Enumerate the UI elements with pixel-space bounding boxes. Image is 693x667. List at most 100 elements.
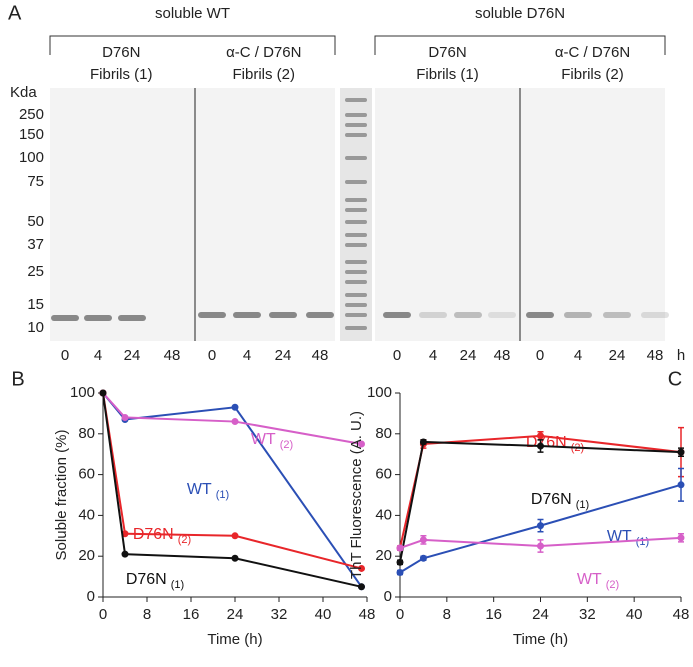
marker-band	[345, 313, 367, 317]
marker-band	[345, 270, 367, 274]
y-tick-label: 80	[375, 425, 392, 442]
data-point	[231, 403, 239, 411]
data-point	[396, 558, 404, 566]
lane-title: D76N	[428, 44, 466, 61]
marker-band	[345, 113, 367, 117]
kda-tick: 25	[27, 263, 44, 280]
kda-tick: 50	[27, 213, 44, 230]
marker-band	[345, 220, 367, 224]
marker-band	[345, 123, 367, 127]
data-point	[396, 569, 404, 577]
series-line	[399, 434, 682, 549]
data-point	[358, 440, 365, 448]
data-point	[231, 532, 239, 540]
time-label: 0	[208, 347, 216, 364]
protein-band	[383, 312, 411, 318]
lane-title: D76N	[102, 44, 140, 61]
series-label: WT (2)	[251, 431, 293, 451]
time-label: 48	[164, 347, 181, 364]
data-point	[537, 432, 544, 440]
time-label: 0	[536, 347, 544, 364]
kda-tick: 37	[27, 236, 44, 253]
x-tick-label: 8	[143, 606, 151, 623]
series-name: D76N	[133, 526, 174, 543]
series-label: D76N (2)	[526, 434, 584, 454]
data-point	[537, 442, 544, 450]
x-tick-label: 16	[183, 606, 200, 623]
kda-label: Kda	[10, 84, 37, 101]
marker-band	[345, 180, 367, 184]
data-point	[537, 542, 544, 550]
time-label: 4	[574, 347, 582, 364]
time-label: 24	[275, 347, 292, 364]
data-point	[121, 413, 129, 421]
marker-band	[345, 98, 367, 102]
panel-label: C	[668, 368, 682, 390]
data-point	[396, 544, 404, 552]
y-tick-label: 0	[384, 588, 392, 605]
protein-band	[51, 315, 79, 321]
data-point	[231, 554, 239, 562]
series-sub: (2)	[178, 534, 191, 546]
data-point	[677, 534, 685, 542]
marker-band	[345, 243, 367, 247]
data-point	[537, 522, 544, 530]
protein-band	[269, 312, 297, 318]
series-name: WT	[251, 431, 276, 448]
kda-tick: 10	[27, 319, 44, 336]
data-point	[358, 564, 365, 572]
time-label: 24	[124, 347, 141, 364]
series-label: D76N (1)	[126, 571, 184, 591]
lane-title: Fibrils (2)	[233, 66, 296, 83]
x-tick-label: 32	[579, 606, 596, 623]
x-tick-label: 24	[227, 606, 244, 623]
y-tick-label: 80	[78, 425, 95, 442]
x-tick-label: 8	[443, 606, 451, 623]
group-title: soluble WT	[155, 5, 230, 22]
marker-band	[345, 233, 367, 237]
group-bracket	[49, 35, 336, 55]
lane-title: α-C / D76N	[226, 44, 301, 61]
protein-band	[488, 312, 516, 318]
marker-band	[345, 133, 367, 137]
marker-band	[345, 293, 367, 297]
marker-band	[345, 198, 367, 202]
series-label: WT (2)	[577, 571, 619, 591]
series-label: WT (1)	[187, 481, 229, 501]
series-name: D76N	[126, 571, 167, 588]
y-tick-label: 20	[375, 547, 392, 564]
data-point	[419, 438, 427, 446]
x-axis-title: Time (h)	[513, 631, 568, 648]
series-label: D76N (1)	[531, 491, 589, 511]
lane-title: Fibrils (1)	[90, 66, 153, 83]
panel-label: A	[8, 2, 22, 24]
series-line	[399, 440, 682, 563]
x-tick-label: 48	[673, 606, 690, 623]
time-label: 24	[460, 347, 477, 364]
protein-band	[564, 312, 592, 318]
series-name: D76N	[526, 434, 567, 451]
marker-band	[345, 326, 367, 330]
y-tick-label: 100	[367, 384, 392, 401]
marker-band	[345, 303, 367, 307]
series-line	[102, 392, 362, 445]
y-axis-title: ThT Fluorescence (A. U.)	[348, 411, 365, 579]
protein-band	[84, 315, 112, 321]
marker-band	[345, 280, 367, 284]
series-name: D76N	[531, 491, 572, 508]
x-tick-label: 24	[532, 606, 549, 623]
series-line	[102, 392, 362, 588]
protein-band	[603, 312, 631, 318]
protein-band	[454, 312, 482, 318]
group-title: soluble D76N	[475, 5, 565, 22]
series-line	[399, 483, 682, 574]
x-tick-label: 32	[271, 606, 288, 623]
data-point	[358, 583, 365, 591]
series-sub: (1)	[216, 489, 229, 501]
x-tick-label: 40	[315, 606, 332, 623]
marker-band	[345, 260, 367, 264]
time-label: 0	[393, 347, 401, 364]
gel-left	[50, 88, 335, 341]
time-label: 24	[609, 347, 626, 364]
x-tick-label: 0	[99, 606, 107, 623]
